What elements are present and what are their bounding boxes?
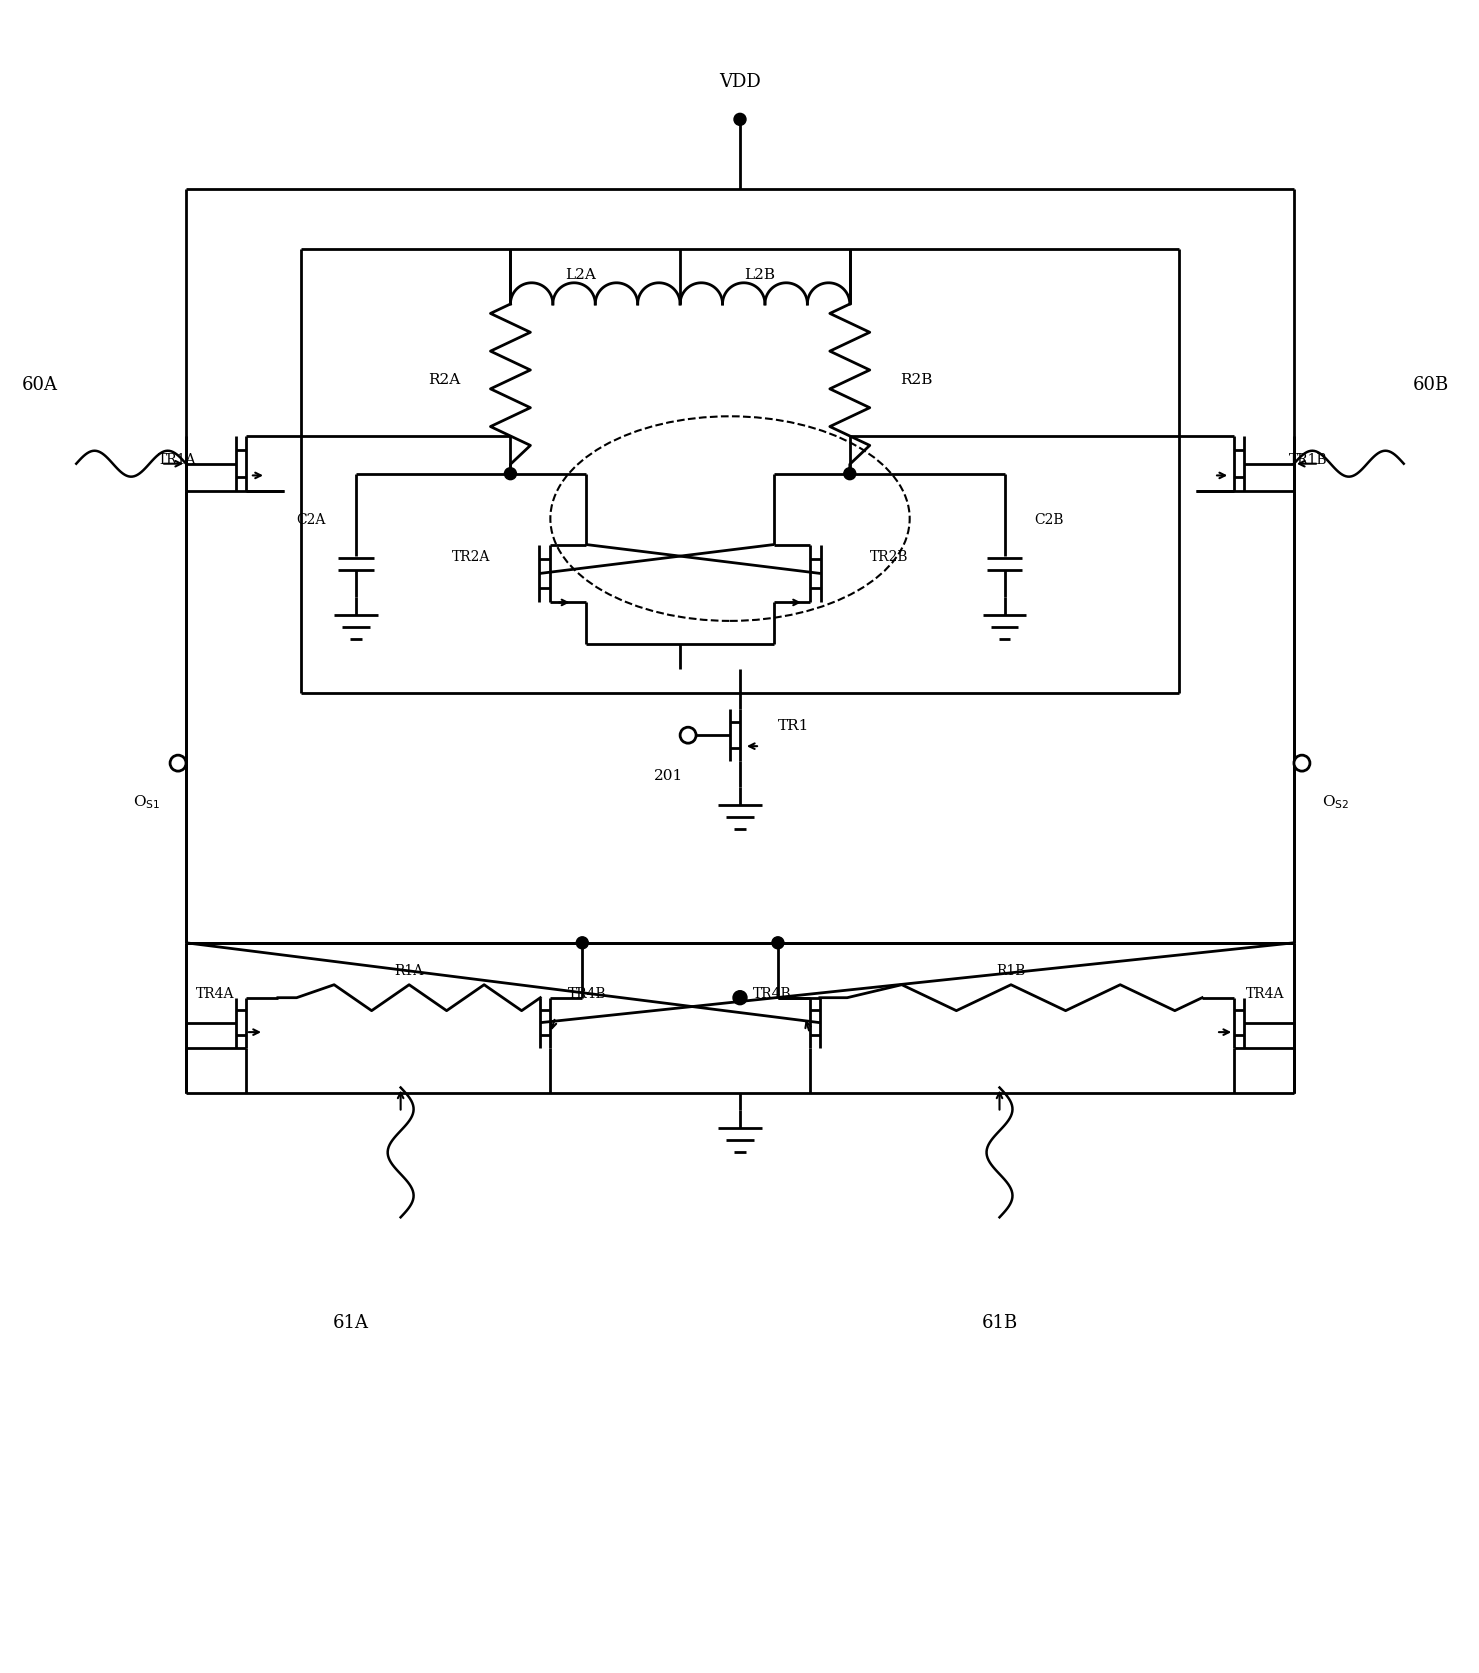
Text: C2B: C2B	[1034, 512, 1063, 527]
Text: L2A: L2A	[565, 268, 596, 281]
Text: R1A: R1A	[395, 964, 424, 977]
Text: 60B: 60B	[1412, 376, 1448, 393]
Circle shape	[577, 937, 589, 949]
Text: 61A: 61A	[333, 1313, 368, 1332]
Text: R2A: R2A	[429, 373, 460, 386]
Text: 60A: 60A	[21, 376, 58, 393]
Text: O$_{\mathsf{S2}}$: O$_{\mathsf{S2}}$	[1322, 793, 1349, 810]
Circle shape	[772, 937, 784, 949]
Text: TR1: TR1	[778, 719, 809, 733]
Text: TR4B: TR4B	[568, 985, 606, 1000]
Circle shape	[1294, 756, 1310, 771]
Circle shape	[734, 990, 747, 1005]
Text: VDD: VDD	[719, 74, 760, 92]
Text: TR4A: TR4A	[1245, 985, 1284, 1000]
Text: TR4B: TR4B	[753, 985, 791, 1000]
Text: R1B: R1B	[997, 964, 1025, 977]
Text: R2B: R2B	[899, 373, 932, 386]
Text: C2A: C2A	[296, 512, 325, 527]
Text: O$_{\mathsf{S1}}$: O$_{\mathsf{S1}}$	[133, 793, 160, 810]
Text: TR4A: TR4A	[197, 985, 235, 1000]
Text: L2B: L2B	[744, 268, 775, 281]
Text: TR1B: TR1B	[1290, 452, 1328, 467]
Circle shape	[504, 468, 516, 480]
Text: TR2B: TR2B	[870, 549, 908, 564]
Circle shape	[734, 114, 745, 125]
Circle shape	[170, 756, 186, 771]
Text: 61B: 61B	[982, 1313, 1018, 1332]
Circle shape	[680, 728, 697, 744]
Text: TR1A: TR1A	[158, 452, 197, 467]
Text: TR2A: TR2A	[453, 549, 491, 564]
Circle shape	[845, 468, 856, 480]
Text: 201: 201	[654, 768, 683, 783]
